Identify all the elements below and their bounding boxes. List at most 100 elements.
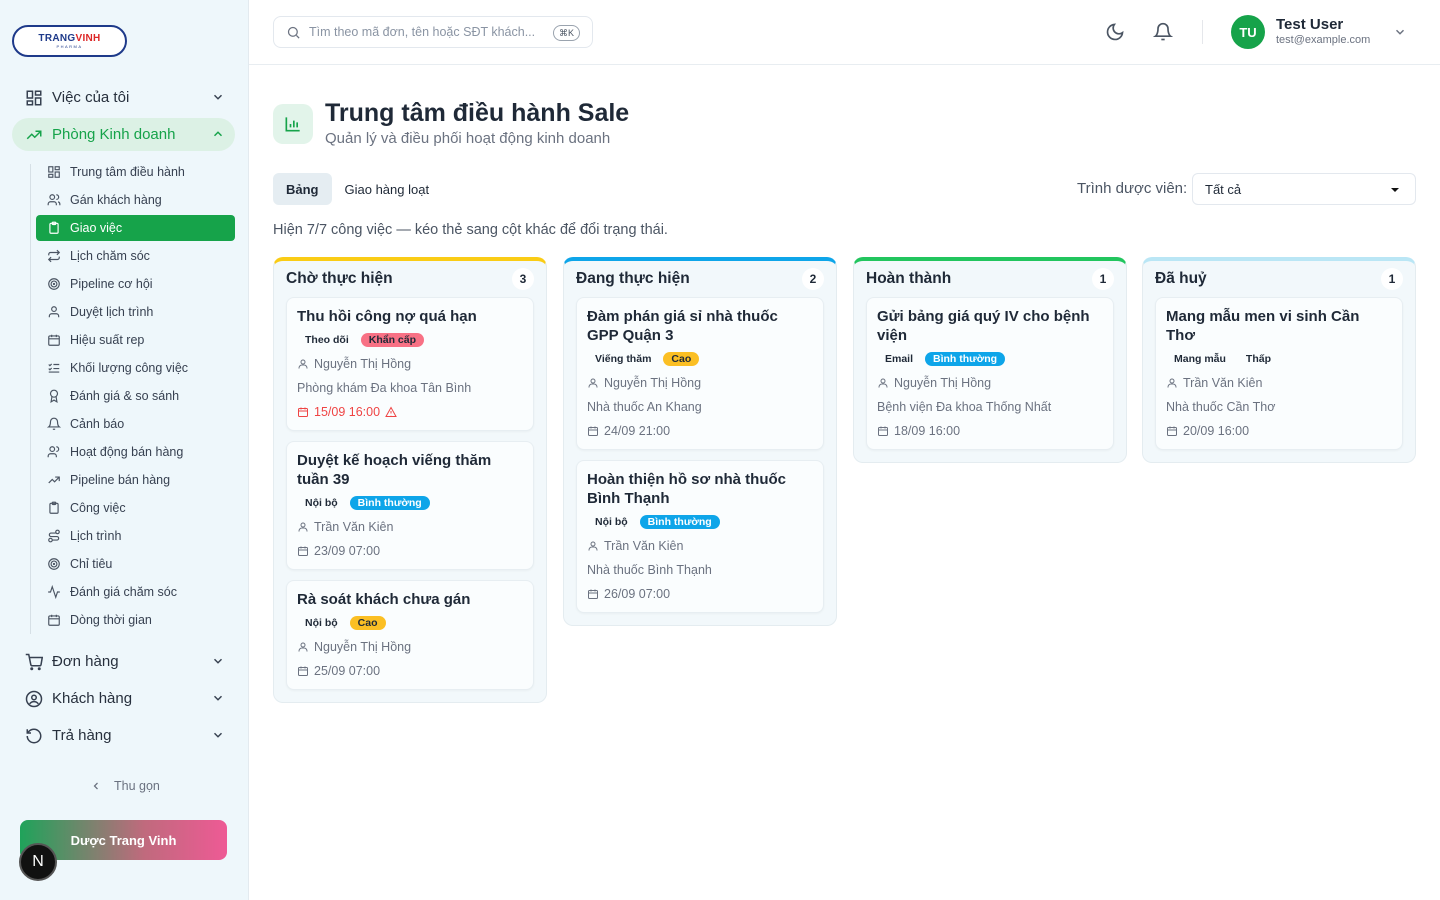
sidebar-group-label: Khách hàng: [52, 690, 133, 707]
user-icon: [587, 377, 604, 389]
trending-up-icon: [24, 125, 44, 145]
logo-text: TRANG: [38, 33, 76, 44]
bar-chart-icon: [273, 104, 313, 144]
collapse-sidebar-button[interactable]: Thu gọn: [90, 779, 160, 793]
task-customer: Nhà thuốc Cần Thơ: [1166, 400, 1276, 414]
user-icon: [587, 540, 604, 552]
sidebar-item-label: Cảnh báo: [70, 417, 125, 431]
sidebar-item-route-approval[interactable]: Duyệt lịch trình: [36, 299, 235, 325]
column-count: 1: [1381, 268, 1403, 290]
avatar[interactable]: TU: [1231, 15, 1265, 49]
sidebar-group-my-work[interactable]: Việc của tôi: [12, 81, 235, 114]
column-header: Đang thực hiện 2: [576, 261, 824, 297]
assignee-name: Nguyễn Thị Hồng: [314, 640, 412, 654]
calendar-icon: [587, 588, 604, 600]
sidebar-item-route[interactable]: Lịch trình: [36, 523, 235, 549]
cart-icon: [24, 652, 44, 672]
due-date: 23/09 07:00: [314, 544, 381, 558]
calendar-icon: [1166, 425, 1183, 437]
calendar-icon: [46, 612, 62, 628]
sidebar-item-targets[interactable]: Chỉ tiêu: [36, 551, 235, 577]
bell-icon[interactable]: [1153, 22, 1173, 42]
sidebar-item-alerts[interactable]: Cảnh báo: [36, 411, 235, 437]
search-placeholder: Tìm theo mã đơn, tên hoặc SĐT khách...: [309, 25, 536, 39]
task-title: Đàm phán giá sỉ nhà thuốc GPP Quận 3: [587, 308, 778, 344]
sidebar-item-sales-activity[interactable]: Hoạt động bán hàng: [36, 439, 235, 465]
rep-filter-value: Tất cả: [1205, 181, 1242, 197]
tab-bulk-assign[interactable]: Giao hàng loạt: [344, 181, 430, 197]
sidebar-item-tasks[interactable]: Công việc: [36, 495, 235, 521]
task-assignee: Nguyễn Thị Hồng: [297, 356, 523, 372]
search-input[interactable]: Tìm theo mã đơn, tên hoặc SĐT khách... ⌘…: [273, 16, 593, 48]
task-customer: Nhà thuốc Bình Thạnh: [587, 563, 712, 577]
rep-filter-label: Trình dược viên:: [1077, 180, 1188, 197]
sidebar: TRANGVINH PHARMA Việc của tôi Phòng Kinh…: [0, 0, 249, 900]
user-email: test@example.com: [1276, 34, 1371, 46]
sidebar-group-sales[interactable]: Phòng Kinh doanh: [12, 118, 235, 151]
chevron-down-icon: [213, 695, 223, 701]
route-icon: [46, 528, 62, 544]
sidebar-item-evaluation[interactable]: Đánh giá & so sánh: [36, 383, 235, 409]
brand-logo[interactable]: TRANGVINH PHARMA: [12, 25, 127, 57]
task-type-badge: Theo dõi: [305, 334, 349, 346]
sidebar-item-label: Công việc: [70, 501, 126, 515]
sidebar-item-control-center[interactable]: Trung tâm điều hành: [36, 159, 235, 185]
task-type-badge: Viếng thăm: [595, 353, 652, 365]
trending-up-icon: [46, 472, 62, 488]
sidebar-item-care-schedule[interactable]: Lịch chăm sóc: [36, 243, 235, 269]
assignee-name: Trần Văn Kiên: [314, 520, 394, 534]
collapse-label: Thu gọn: [114, 779, 160, 793]
user-name[interactable]: Test User: [1276, 16, 1344, 33]
tab-board[interactable]: Bảng: [273, 173, 332, 205]
user-icon: [297, 641, 314, 653]
sidebar-item-assign-tasks[interactable]: Giao việc: [36, 215, 235, 241]
task-type-badge: Email: [885, 353, 914, 365]
sidebar-item-care-evaluation[interactable]: Đánh giá chăm sóc: [36, 579, 235, 605]
due-date: 18/09 16:00: [894, 424, 961, 438]
sidebar-item-assign-customers[interactable]: Gán khách hàng: [36, 187, 235, 213]
task-card[interactable]: Mang mẫu men vi sinh Cần Thơ Mang mẫu Thấp…: [1155, 297, 1403, 450]
users-icon: [46, 192, 62, 208]
column-header: Đã huỷ 1: [1155, 261, 1403, 297]
sidebar-item-opportunity-pipeline[interactable]: Pipeline cơ hội: [36, 271, 235, 297]
task-card[interactable]: Hoàn thiện hồ sơ nhà thuốc Bình Thạnh Nội…: [576, 460, 824, 613]
sidebar-group-orders[interactable]: Đơn hàng: [12, 645, 235, 678]
task-card[interactable]: Thu hồi công nợ quá hạn Theo dõi Khẩn cấp N…: [286, 297, 534, 431]
task-card[interactable]: Đàm phán giá sỉ nhà thuốc GPP Quận 3 Viến…: [576, 297, 824, 450]
sidebar-item-sales-pipeline[interactable]: Pipeline bán hàng: [36, 467, 235, 493]
task-card[interactable]: Duyệt kế hoạch viếng thăm tuần 39 Nội bộ B…: [286, 441, 534, 570]
column-count: 3: [512, 268, 534, 290]
task-title: Duyệt kế hoạch viếng thăm tuần 39: [297, 452, 492, 488]
task-tags: Viếng thăm Cao: [587, 351, 813, 367]
chevron-down-icon[interactable]: [1393, 25, 1407, 39]
calendar-icon: [297, 406, 314, 418]
calendar-icon: [297, 545, 314, 557]
task-card[interactable]: Gửi bảng giá quý IV cho bệnh viện Email Bì…: [866, 297, 1114, 450]
task-type-badge: Nội bộ: [305, 497, 338, 509]
sidebar-item-workload[interactable]: Khối lượng công việc: [36, 355, 235, 381]
moon-icon[interactable]: [1105, 22, 1125, 42]
search-shortcut: ⌘K: [552, 25, 580, 41]
caret-down-icon: [1391, 188, 1399, 192]
task-card[interactable]: Rà soát khách chưa gán Nội bộ Cao Nguyễn Th…: [286, 580, 534, 690]
task-due: 18/09 16:00: [877, 423, 1103, 439]
sidebar-item-timeline[interactable]: Dòng thời gian: [36, 607, 235, 633]
task-tags: Nội bộ Bình thường: [587, 514, 813, 530]
sidebar-group-returns[interactable]: Trả hàng: [12, 719, 235, 752]
assignee-name: Trần Văn Kiên: [1183, 376, 1263, 390]
sidebar-item-label: Hiệu suất rep: [70, 333, 145, 347]
target-icon: [46, 556, 62, 572]
sidebar-group-label: Trả hàng: [52, 727, 112, 744]
column-title: Đã huỷ: [1155, 270, 1207, 287]
sidebar-group-customers[interactable]: Khách hàng: [12, 682, 235, 715]
dev-tools-badge[interactable]: N: [19, 843, 57, 881]
rep-filter-select[interactable]: Tất cả: [1192, 173, 1416, 205]
sidebar-item-rep-performance[interactable]: Hiệu suất rep: [36, 327, 235, 353]
sidebar-item-label: Đánh giá chăm sóc: [70, 585, 178, 599]
task-tags: Theo dõi Khẩn cấp: [297, 332, 523, 348]
due-date: 26/09 07:00: [604, 587, 671, 601]
task-title: Mang mẫu men vi sinh Cần Thơ: [1166, 308, 1360, 344]
task-tags: Mang mẫu Thấp: [1166, 351, 1392, 367]
task-due: 24/09 21:00: [587, 423, 813, 439]
view-tabs: Bảng Giao hàng loạt: [273, 173, 442, 205]
